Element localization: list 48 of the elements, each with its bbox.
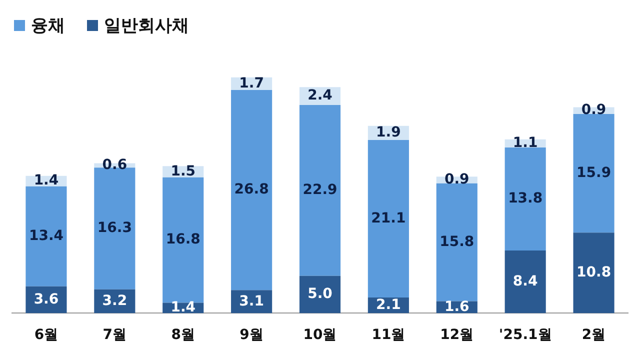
data-label: 1.1 (512, 135, 538, 152)
data-label: 3.1 (239, 293, 264, 310)
data-label: 22.9 (302, 182, 338, 198)
x-tick-label: 11월 (372, 327, 406, 344)
data-label: 13.4 (28, 228, 64, 244)
bar (573, 232, 614, 314)
x-tick-label: 6월 (34, 327, 58, 344)
x-tick-label: 7월 (102, 327, 127, 344)
bar (504, 148, 546, 251)
legend-label: 일반회사채 (104, 14, 189, 36)
legend-label: 융채 (31, 14, 65, 36)
bar (573, 114, 614, 233)
data-label: 3.2 (102, 292, 128, 309)
data-label: 10.8 (576, 264, 612, 281)
data-label: 15.9 (576, 164, 612, 181)
data-label: 16.8 (166, 232, 200, 248)
bar (26, 186, 67, 286)
data-label: 8.4 (512, 273, 538, 290)
data-label: 2.1 (376, 297, 401, 314)
bar (94, 168, 136, 290)
data-label: 0.9 (444, 172, 470, 188)
data-label: 15.8 (440, 234, 474, 250)
data-label: 21.1 (371, 210, 406, 226)
data-label: 1.9 (376, 124, 401, 141)
data-label: 3.6 (34, 291, 59, 308)
data-label: 1.4 (170, 300, 196, 316)
x-tick-label: 2월 (582, 327, 606, 344)
bar (231, 90, 272, 290)
bar (436, 183, 478, 302)
x-tick-label: 12월 (440, 327, 474, 344)
data-label: 1.5 (170, 163, 196, 180)
bar (299, 104, 341, 276)
data-label: 2.4 (308, 88, 333, 104)
data-label: 5.0 (308, 286, 333, 302)
x-tick-label: 8월 (171, 327, 195, 344)
bar (504, 250, 546, 314)
bar (368, 140, 409, 298)
x-tick-label: '25.1월 (498, 327, 552, 344)
bar (162, 177, 204, 303)
data-label: 1.6 (444, 298, 470, 315)
data-label: 1.7 (239, 75, 264, 92)
data-label: 1.4 (34, 172, 59, 189)
bar (299, 276, 341, 314)
data-label: 16.3 (97, 220, 132, 236)
data-label: 26.8 (234, 182, 269, 198)
x-tick-label: 10월 (303, 327, 337, 344)
x-tick-label: 9월 (240, 327, 264, 344)
data-label: 13.8 (508, 190, 543, 207)
